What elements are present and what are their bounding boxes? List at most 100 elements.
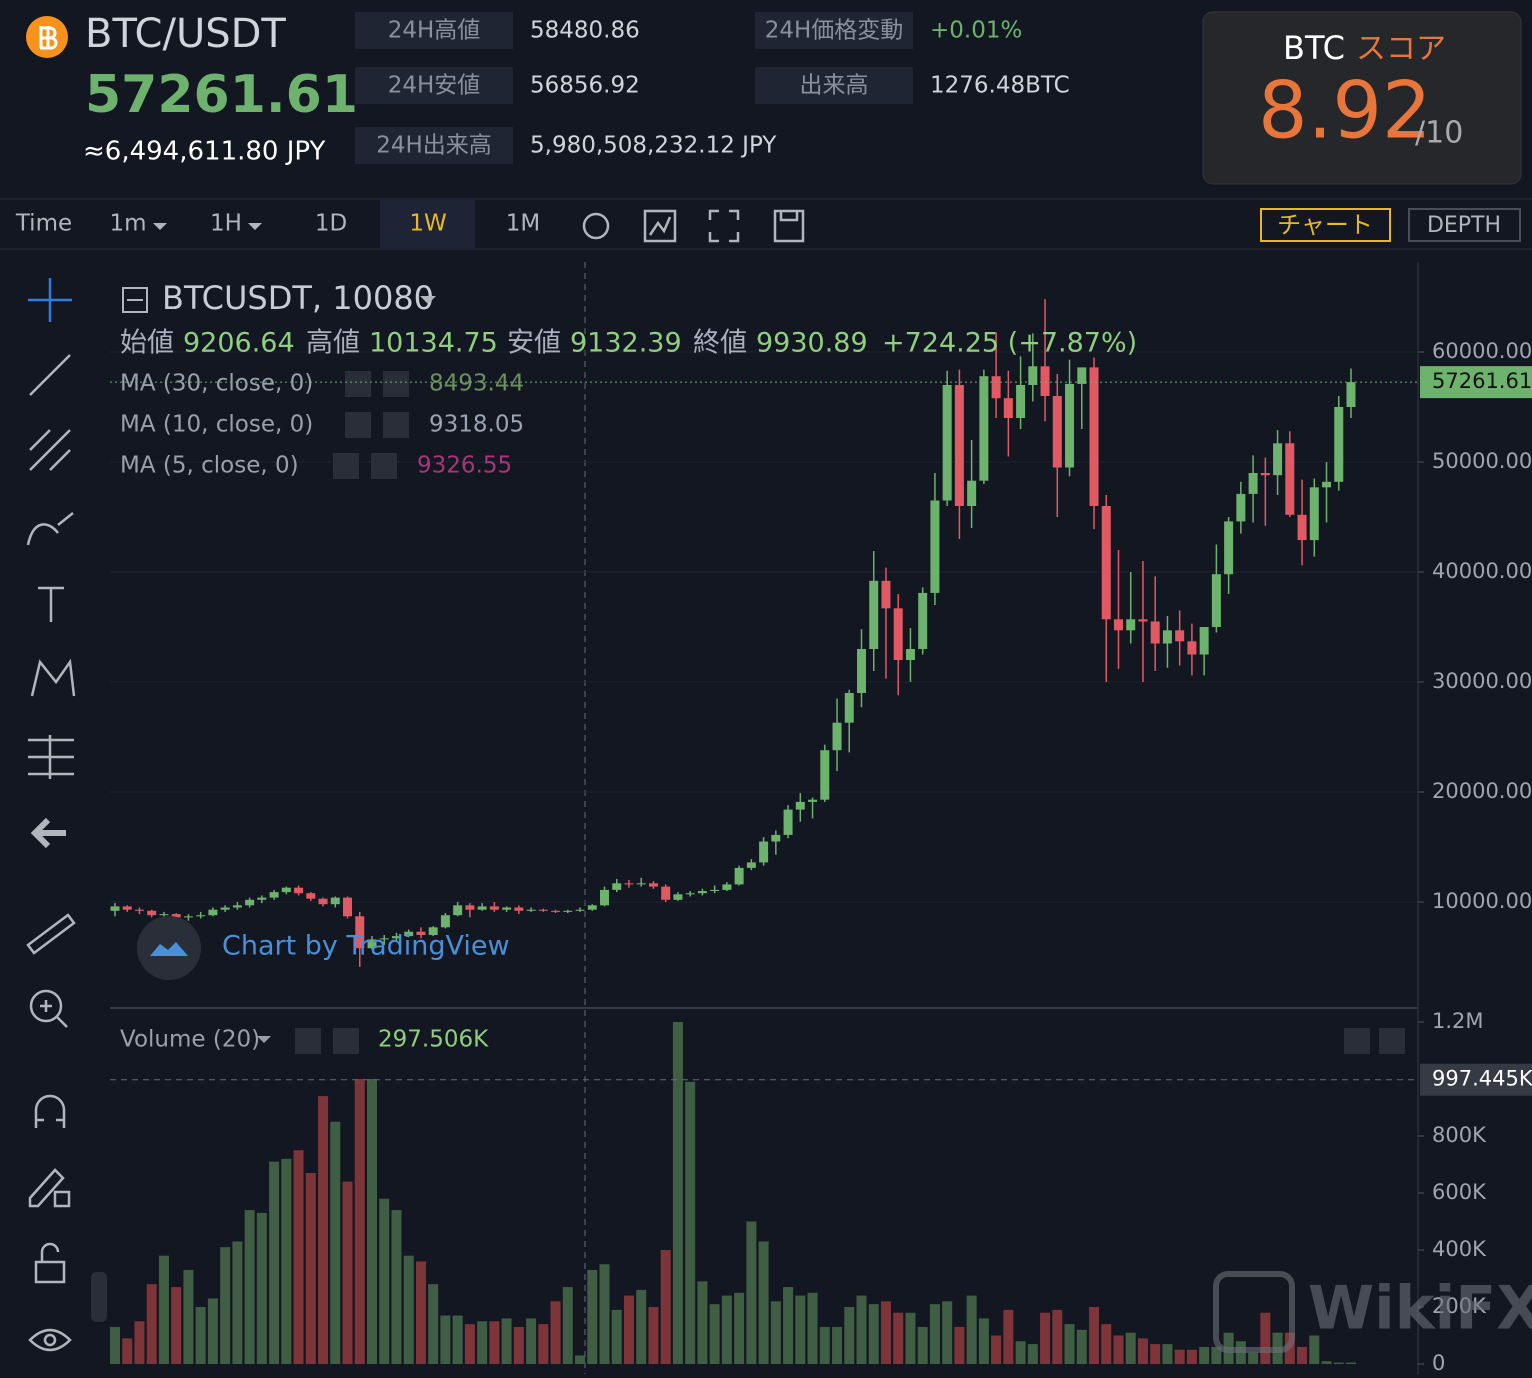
zoom-tool[interactable] bbox=[29, 989, 63, 1023]
volume-bar bbox=[1064, 1324, 1075, 1365]
stat-label: 出来高 bbox=[800, 73, 869, 99]
volume-bar bbox=[207, 1298, 218, 1365]
interval[interactable]: 1W bbox=[409, 211, 446, 237]
volume-bar bbox=[220, 1247, 231, 1365]
candle-body bbox=[771, 834, 781, 842]
candle-body bbox=[893, 608, 903, 661]
close-box[interactable] bbox=[371, 453, 397, 479]
volume-bar bbox=[856, 1295, 867, 1365]
indicator-icon[interactable] bbox=[643, 209, 677, 243]
candle-body bbox=[697, 891, 707, 894]
candle-body bbox=[979, 376, 989, 481]
interval[interactable]: 1H bbox=[210, 211, 242, 237]
settings-icon[interactable] bbox=[582, 212, 610, 240]
volume-bar bbox=[354, 1078, 365, 1365]
candle-body bbox=[930, 500, 940, 593]
candle-body bbox=[636, 883, 646, 885]
volume-bar bbox=[146, 1284, 157, 1365]
depth-button[interactable] bbox=[1408, 208, 1521, 242]
text-tool[interactable] bbox=[38, 586, 64, 622]
candle-body bbox=[355, 916, 365, 949]
candle-body bbox=[1003, 398, 1013, 419]
save-icon[interactable] bbox=[773, 209, 805, 243]
volume-bar bbox=[587, 1269, 598, 1365]
close-box[interactable] bbox=[333, 1028, 359, 1054]
interval[interactable]: Time bbox=[15, 211, 72, 237]
visibility-tool[interactable] bbox=[28, 1328, 72, 1352]
collapse-handle[interactable] bbox=[91, 1272, 107, 1322]
candle-body bbox=[514, 907, 524, 911]
stat-box bbox=[355, 127, 513, 164]
volume-bar bbox=[623, 1295, 634, 1365]
settings-box[interactable] bbox=[295, 1028, 321, 1054]
depth-button-label[interactable]: DEPTH bbox=[1427, 213, 1501, 238]
interval[interactable]: 1D bbox=[315, 211, 347, 237]
candle-body bbox=[1028, 366, 1038, 386]
line-tool[interactable] bbox=[29, 354, 71, 396]
crosshair-tag bbox=[1420, 1063, 1532, 1096]
caret bbox=[257, 1036, 271, 1043]
crosshair-tool[interactable] bbox=[28, 278, 72, 322]
close-box[interactable] bbox=[383, 412, 409, 438]
volume-bar bbox=[880, 1301, 891, 1365]
stat-value: 58480.86 bbox=[530, 18, 640, 44]
fib-tool[interactable] bbox=[29, 429, 71, 471]
settings-box[interactable] bbox=[345, 371, 371, 397]
candle-body bbox=[318, 898, 328, 905]
stat-value: 56856.92 bbox=[530, 73, 640, 99]
ruler-tool[interactable] bbox=[26, 913, 76, 955]
candle-body bbox=[269, 892, 279, 898]
candle-body bbox=[526, 909, 536, 911]
fullscreen-icon[interactable] bbox=[708, 209, 740, 243]
volume-bar bbox=[599, 1264, 610, 1365]
pane-down[interactable] bbox=[1379, 1028, 1405, 1054]
volume-bar bbox=[342, 1181, 353, 1365]
chart-button[interactable] bbox=[1260, 208, 1391, 242]
candle-body bbox=[343, 897, 353, 917]
volume-bar bbox=[832, 1326, 843, 1365]
wikifx-logo bbox=[1213, 1271, 1295, 1353]
chart-button-label[interactable]: チャート bbox=[1277, 211, 1373, 239]
close-box[interactable] bbox=[383, 371, 409, 397]
volume-bar bbox=[1052, 1309, 1063, 1365]
back-tool[interactable] bbox=[30, 817, 66, 849]
coin-glyph bbox=[39, 26, 58, 50]
collapse-icon[interactable] bbox=[122, 287, 148, 313]
candle-body bbox=[881, 580, 891, 609]
volume-bar bbox=[954, 1326, 965, 1365]
lock-draw-tool[interactable] bbox=[28, 1168, 71, 1208]
volume-bar bbox=[1003, 1309, 1014, 1365]
magnet-tool[interactable] bbox=[34, 1094, 66, 1128]
ohlc-label: 終値 bbox=[693, 328, 747, 359]
candle-body bbox=[245, 899, 255, 906]
brush-tool[interactable] bbox=[26, 512, 74, 546]
volume-bar bbox=[697, 1281, 708, 1365]
candle-body bbox=[1236, 493, 1246, 522]
volume-bar bbox=[1113, 1335, 1124, 1365]
stat-value: 1276.48BTC bbox=[930, 73, 1070, 99]
symbol: BTC/USDT bbox=[85, 11, 286, 57]
candle-body bbox=[1113, 619, 1123, 631]
stat-label: 24H出来高 bbox=[376, 133, 492, 159]
volume-bar bbox=[1321, 1361, 1332, 1365]
interval[interactable]: 1M bbox=[506, 211, 540, 237]
volume-bar bbox=[660, 1250, 671, 1365]
pattern-tool[interactable] bbox=[30, 658, 76, 697]
settings-box[interactable] bbox=[345, 412, 371, 438]
interval[interactable]: 1m bbox=[109, 211, 146, 237]
volume-bar bbox=[122, 1338, 133, 1365]
volume-bar bbox=[440, 1315, 451, 1365]
settings-box[interactable] bbox=[333, 453, 359, 479]
volume-bar bbox=[195, 1307, 206, 1365]
prediction-tool[interactable] bbox=[28, 735, 74, 779]
lock-tool[interactable] bbox=[34, 1242, 66, 1284]
wikifx-text: WikiFX bbox=[1308, 1274, 1532, 1344]
volume-bar bbox=[1333, 1362, 1344, 1365]
volume-bar bbox=[1186, 1349, 1197, 1365]
volume-bar bbox=[991, 1335, 1002, 1365]
volume-bar bbox=[746, 1221, 757, 1365]
candle-body bbox=[1162, 630, 1172, 644]
pane-up[interactable] bbox=[1344, 1028, 1370, 1054]
